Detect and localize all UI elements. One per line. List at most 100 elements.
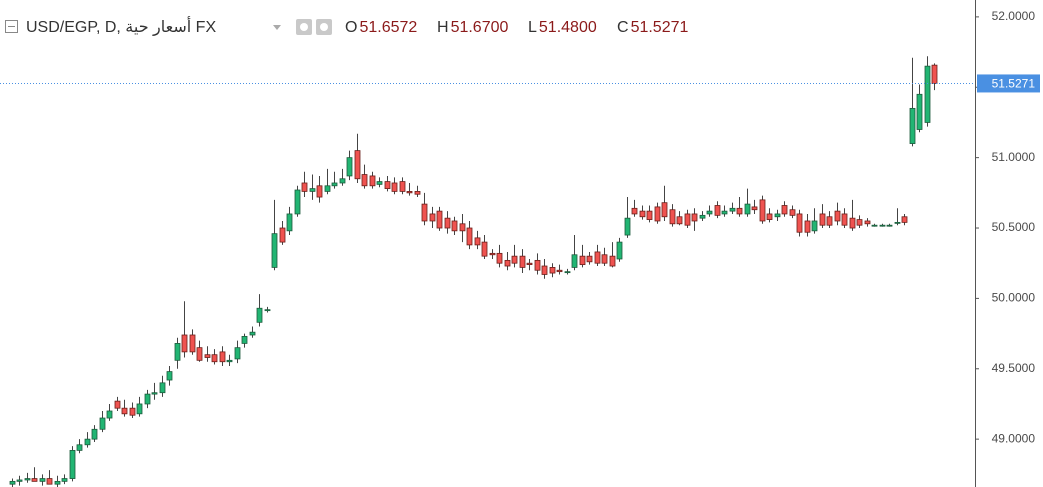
candle-body <box>369 175 376 187</box>
legend-value: 51.5271 <box>631 19 689 36</box>
candle-body <box>384 181 391 190</box>
candle-body <box>706 210 713 215</box>
candle-body <box>159 382 166 394</box>
candle-body <box>609 255 616 267</box>
candle-body <box>204 354 211 358</box>
candle-body <box>856 219 863 226</box>
candle-body <box>346 157 353 177</box>
candle-body <box>391 182 398 192</box>
last-price-box <box>977 74 1040 93</box>
candle-body <box>931 64 938 84</box>
y-tick-label: 51.0000 <box>992 150 1036 164</box>
candle-body <box>684 213 691 226</box>
candle-body <box>189 334 196 353</box>
candle-body <box>84 438 91 446</box>
candle-body <box>114 400 121 409</box>
candle-body <box>579 255 586 266</box>
eye-icon-pupil <box>300 23 308 31</box>
candle-body <box>841 213 848 226</box>
candle-body <box>766 213 773 220</box>
candle-body <box>144 393 151 405</box>
candle-body <box>181 334 188 353</box>
candle-body <box>759 199 766 222</box>
candle-body <box>286 213 293 232</box>
candle-body <box>646 210 653 220</box>
candle-body <box>39 478 46 482</box>
candle-body <box>211 354 218 363</box>
candle-body <box>654 206 661 222</box>
candle-body <box>886 224 893 227</box>
candle-body <box>526 262 533 266</box>
legend-label: O <box>345 19 357 36</box>
candle-body <box>601 254 608 264</box>
candle-body <box>751 206 758 211</box>
candle-body <box>616 241 623 260</box>
candle-body <box>24 478 31 481</box>
candle-body <box>414 191 421 195</box>
candle-body <box>549 267 556 274</box>
candle-body <box>76 444 83 451</box>
candle-body <box>744 203 751 215</box>
candle-body <box>399 181 406 192</box>
candle-body <box>354 150 361 180</box>
candle-body <box>699 214 706 219</box>
candle-body <box>271 233 278 268</box>
legend-value: 51.4800 <box>539 19 597 36</box>
candle-body <box>504 259 511 267</box>
candle-body <box>226 359 233 363</box>
candle-body <box>406 191 413 194</box>
candle-body <box>46 478 53 485</box>
candle-body <box>294 189 301 215</box>
candle-body <box>166 371 173 381</box>
candle-body <box>819 213 826 226</box>
candle-body <box>571 254 578 268</box>
settings-icon-center <box>320 23 328 31</box>
candle-body <box>339 178 346 184</box>
candle-body <box>106 410 113 419</box>
candle-body <box>721 210 728 215</box>
candle-body <box>241 335 248 344</box>
candle-body <box>174 343 181 361</box>
y-tick-label: 50.0000 <box>992 291 1036 305</box>
legend-value: 51.6700 <box>451 19 509 36</box>
header: USD/EGP, D, أسعار حية FX <box>5 16 332 37</box>
candle-body <box>309 188 316 192</box>
candle-body <box>264 309 271 312</box>
candle-body <box>796 213 803 233</box>
candle-body <box>496 252 503 264</box>
candle-body <box>781 205 788 215</box>
candle-body <box>594 251 601 264</box>
legend-label: H <box>437 19 449 36</box>
candle-body <box>864 220 871 225</box>
candles <box>9 56 938 487</box>
candle-body <box>541 265 548 275</box>
candle-body <box>196 347 203 361</box>
candle-body <box>54 480 61 485</box>
candle-body <box>301 182 308 192</box>
candle-body <box>429 213 436 222</box>
dropdown-arrow[interactable] <box>273 25 281 30</box>
last-price-label: 51.5271 <box>992 77 1036 91</box>
candle-body <box>249 331 256 336</box>
y-tick-label: 52.0000 <box>992 9 1036 23</box>
y-tick-label: 49.0000 <box>992 431 1036 445</box>
candle-body <box>894 221 901 224</box>
candle-body <box>586 255 593 263</box>
candle-body <box>714 205 721 216</box>
candle-body <box>631 207 638 215</box>
candle-body <box>69 450 76 479</box>
candle-body <box>826 216 833 226</box>
candle-body <box>534 259 541 271</box>
candle-body <box>16 479 23 482</box>
candle-body <box>489 252 496 256</box>
candle-body <box>789 209 796 216</box>
legend-value: 51.6572 <box>359 19 417 36</box>
candle-body <box>871 224 878 227</box>
candle-body <box>811 220 818 232</box>
candle-body <box>669 209 676 225</box>
candle-body <box>151 392 158 395</box>
candle-body <box>451 220 458 232</box>
candle-body <box>474 237 481 246</box>
candle-body <box>736 207 743 215</box>
